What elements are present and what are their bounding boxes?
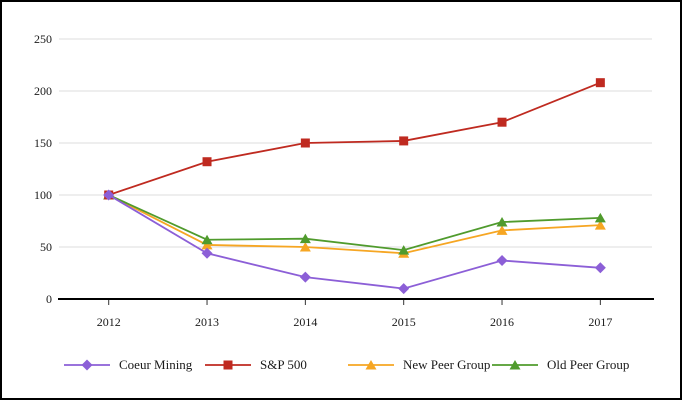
series-line-coeur-mining xyxy=(108,194,601,290)
y-axis-label-100: 100 xyxy=(34,188,52,202)
y-axis-label-50: 50 xyxy=(40,240,52,254)
series-marker-new-peer-group-2017 xyxy=(594,220,606,230)
series-marker-coeur-mining-2014 xyxy=(299,271,311,283)
legend-item-s-p-500: S&P 500 xyxy=(205,356,307,374)
legend-swatch-triangle-icon xyxy=(492,360,538,370)
series-marker-s-p-500-2014 xyxy=(300,138,310,148)
legend-label-coeur-mining: Coeur Mining xyxy=(119,357,193,372)
x-axis-label-2017: 2017 xyxy=(588,315,612,329)
series-marker-s-p-500-2013 xyxy=(202,157,212,167)
x-axis-label-2014: 2014 xyxy=(293,315,317,329)
performance-line-chart: 0 50 100 150 200 250 2012 2013 2014 2015 2016 2017 xyxy=(34,32,654,329)
legend-item-coeur-mining: Coeur Mining xyxy=(64,356,192,374)
series-marker-coeur-mining-2013 xyxy=(201,247,213,259)
series-marker-old-peer-group-2013 xyxy=(201,234,213,245)
x-axis-label-2013: 2013 xyxy=(195,315,219,329)
legend-marker-coeur-mining xyxy=(81,359,93,371)
series-coeur-mining xyxy=(103,189,606,295)
y-axis-label-250: 250 xyxy=(34,32,52,46)
series-marker-new-peer-group-2016 xyxy=(496,225,508,235)
legend-item-new-peer-group: New Peer Group xyxy=(348,356,490,374)
series-marker-s-p-500-2015 xyxy=(399,136,409,146)
y-axis-label-0: 0 xyxy=(46,292,52,306)
series-marker-s-p-500-2016 xyxy=(497,117,507,127)
series-marker-s-p-500-2017 xyxy=(595,78,605,88)
legend-marker-old-peer-group xyxy=(509,360,521,370)
series-line-new-peer-group xyxy=(108,194,601,255)
legend-label-s-p-500: S&P 500 xyxy=(260,357,307,372)
series-marker-old-peer-group-2017 xyxy=(594,212,606,223)
legend-item-old-peer-group: Old Peer Group xyxy=(492,356,629,374)
series-marker-new-peer-group-2014 xyxy=(299,242,311,252)
legend-swatch-square-icon xyxy=(205,360,251,370)
series-marker-old-peer-group-2016 xyxy=(496,217,508,227)
series-marker-coeur-mining-2017 xyxy=(594,262,606,274)
series-marker-coeur-mining-2015 xyxy=(398,283,410,295)
series-marker-old-peer-group-2015 xyxy=(398,245,410,255)
series-old-peer-group xyxy=(103,190,606,255)
series-new-peer-group xyxy=(103,190,606,258)
series-marker-old-peer-group-2014 xyxy=(299,233,311,244)
series-marker-coeur-mining-2012 xyxy=(103,189,115,201)
legend-swatch-diamond-icon xyxy=(64,359,110,371)
chart-legend: Coeur Mining S&P 500 New Peer Group Old Pee… xyxy=(2,356,680,378)
legend-marker-new-peer-group xyxy=(365,360,377,370)
series-s-p-500 xyxy=(104,78,605,200)
y-axis-label-150: 150 xyxy=(34,136,52,150)
series-line-old-peer-group xyxy=(108,194,601,252)
legend-marker-s-p-500 xyxy=(223,360,233,370)
legend-swatch-triangle-icon xyxy=(348,360,394,370)
x-axis-label-2012: 2012 xyxy=(97,315,121,329)
series-line-s-p-500 xyxy=(108,81,601,196)
y-axis-label-200: 200 xyxy=(34,84,52,98)
x-axis-label-2015: 2015 xyxy=(392,315,416,329)
series-marker-new-peer-group-2013 xyxy=(201,239,213,250)
series-marker-coeur-mining-2016 xyxy=(496,255,508,267)
legend-label-old-peer-group: Old Peer Group xyxy=(547,357,630,372)
x-axis-label-2016: 2016 xyxy=(490,315,514,329)
legend-label-new-peer-group: New Peer Group xyxy=(403,357,491,372)
